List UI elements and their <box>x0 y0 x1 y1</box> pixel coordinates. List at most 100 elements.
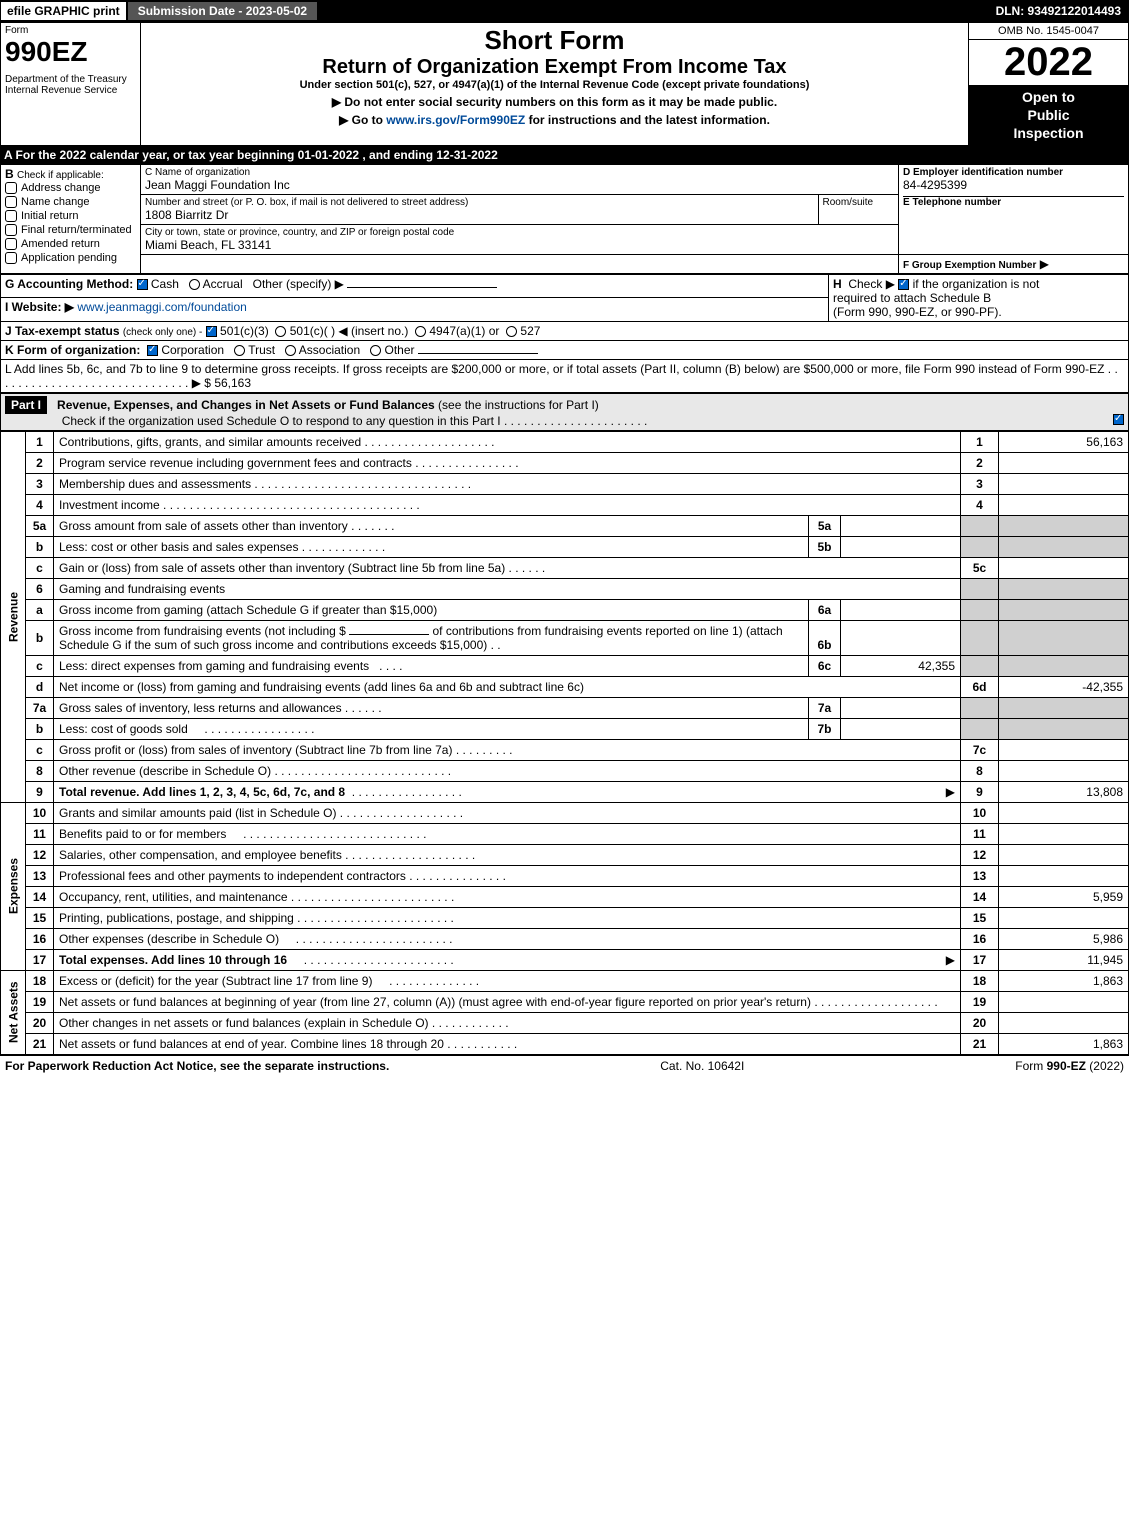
line-9-arrow-icon: ▶ <box>946 785 955 799</box>
line-6d-desc: Net income or (loss) from gaming and fun… <box>59 680 584 694</box>
line-11-desc: Benefits paid to or for members <box>59 827 226 841</box>
checkbox-final-return[interactable]: Final return/terminated <box>5 223 136 237</box>
line-13-desc: Professional fees and other payments to … <box>59 869 406 883</box>
checkbox-527-icon[interactable] <box>506 326 517 337</box>
checkbox-address-change[interactable]: Address change <box>5 181 136 195</box>
line-1-amount: 56,163 <box>999 431 1129 452</box>
opt-501c3: 501(c)(3) <box>220 324 269 338</box>
irs-link[interactable]: www.irs.gov/Form990EZ <box>386 113 525 127</box>
line-9-amount: 13,808 <box>999 781 1129 802</box>
checkbox-501c-icon[interactable] <box>275 326 286 337</box>
paperwork-notice: For Paperwork Reduction Act Notice, see … <box>5 1059 389 1073</box>
efile-print-label[interactable]: efile GRAPHIC print <box>1 2 126 20</box>
street-label: Number and street (or P. O. box, if mail… <box>145 197 814 208</box>
accounting-accrual: Accrual <box>203 277 243 291</box>
section-c-name-label: C Name of organization <box>145 167 894 178</box>
irs-label: Internal Revenue Service <box>5 85 136 96</box>
city-label: City or town, state or province, country… <box>145 227 894 238</box>
open-public-inspection: Open to Public Inspection <box>969 86 1129 146</box>
dept-treasury: Department of the Treasury <box>5 74 136 85</box>
dln-label: DLN: 93492122014493 <box>988 2 1129 20</box>
part1-check-dots: . . . . . . . . . . . . . . . . . . . . … <box>504 414 647 428</box>
check-if-applicable: Check if applicable: <box>17 170 104 181</box>
form-word: Form <box>5 25 136 36</box>
line-19-amount <box>999 991 1129 1012</box>
line-8-ref: 8 <box>961 760 999 781</box>
line-5a-sub: 5a <box>809 515 841 536</box>
line-20-desc: Other changes in net assets or fund bala… <box>59 1016 429 1030</box>
line-16-desc: Other expenses (describe in Schedule O) <box>59 932 279 946</box>
line-1-num: 1 <box>26 431 54 452</box>
section-j-label: J Tax-exempt status <box>5 324 120 338</box>
line-5a-desc: Gross amount from sale of assets other t… <box>59 519 348 533</box>
line-15-ref: 15 <box>961 907 999 928</box>
checkbox-initial-return[interactable]: Initial return <box>5 209 136 223</box>
org-other-input[interactable] <box>418 353 538 354</box>
checkbox-4947-icon[interactable] <box>415 326 426 337</box>
section-j-note: (check only one) - <box>123 327 202 338</box>
omb-number: OMB No. 1545-0047 <box>969 23 1128 40</box>
fundraising-amount-input[interactable] <box>349 634 429 635</box>
line-7a-subval <box>841 697 961 718</box>
line-21-ref: 21 <box>961 1033 999 1054</box>
section-f-label: F Group Exemption Number <box>903 260 1036 271</box>
section-h-required: required to attach Schedule B <box>833 291 991 305</box>
lines-table: Revenue 1 Contributions, gifts, grants, … <box>0 431 1129 1055</box>
line-7a-sub: 7a <box>809 697 841 718</box>
line-6a-subval <box>841 599 961 620</box>
checkbox-schedule-o-icon[interactable] <box>1113 414 1124 425</box>
line-12-desc: Salaries, other compensation, and employ… <box>59 848 342 862</box>
line-2-desc: Program service revenue including govern… <box>59 456 412 470</box>
section-l-arrow: ▶ $ <box>192 376 211 390</box>
line-16-amount: 5,986 <box>999 928 1129 949</box>
checkbox-name-change[interactable]: Name change <box>5 195 136 209</box>
section-k-label: K Form of organization: <box>5 343 140 357</box>
sections-g-to-k: G Accounting Method: Cash Accrual Other … <box>0 274 1129 393</box>
line-21-desc: Net assets or fund balances at end of ye… <box>59 1037 444 1051</box>
section-a-tax-year: A For the 2022 calendar year, or tax yea… <box>0 146 1129 164</box>
section-e-label: E Telephone number <box>903 197 1001 208</box>
checkbox-corporation-icon[interactable] <box>147 345 158 356</box>
checkbox-cash-icon[interactable] <box>137 279 148 290</box>
line-21-amount: 1,863 <box>999 1033 1129 1054</box>
under-section-text: Under section 501(c), 527, or 4947(a)(1)… <box>145 79 964 91</box>
checkbox-schedule-b-icon[interactable] <box>898 279 909 290</box>
line-4-ref: 4 <box>961 494 999 515</box>
line-18-ref: 18 <box>961 970 999 991</box>
section-i-label: I Website: ▶ <box>5 300 74 314</box>
line-15-amount <box>999 907 1129 928</box>
line-11-amount <box>999 823 1129 844</box>
line-10-amount <box>999 802 1129 823</box>
line-18-desc: Excess or (deficit) for the year (Subtra… <box>59 974 372 988</box>
tax-year: 2022 <box>969 40 1128 85</box>
checkbox-other-org-icon[interactable] <box>370 345 381 356</box>
line-17-ref: 17 <box>961 949 999 970</box>
org-trust: Trust <box>248 343 275 357</box>
line-16-ref: 16 <box>961 928 999 949</box>
checkbox-trust-icon[interactable] <box>234 345 245 356</box>
ssn-warning: ▶ Do not enter social security numbers o… <box>145 95 964 109</box>
line-7b-sub: 7b <box>809 718 841 739</box>
checkbox-association-icon[interactable] <box>285 345 296 356</box>
website-link[interactable]: www.jeanmaggi.com/foundation <box>77 300 246 314</box>
checkbox-amended-return[interactable]: Amended return <box>5 237 136 251</box>
section-l-text: L Add lines 5b, 6c, and 7b to line 9 to … <box>5 362 1104 376</box>
line-20-amount <box>999 1012 1129 1033</box>
checkbox-application-pending[interactable]: Application pending <box>5 251 136 265</box>
form-number: 990EZ <box>5 36 136 68</box>
part1-header-table: Part I Revenue, Expenses, and Changes in… <box>0 393 1129 431</box>
line-5b-subval <box>841 536 961 557</box>
ein-value: 84-4295399 <box>903 178 1124 192</box>
line-17-arrow-icon: ▶ <box>946 953 955 967</box>
part1-check-note: Check if the organization used Schedule … <box>62 414 501 428</box>
line-19-desc: Net assets or fund balances at beginning… <box>59 995 811 1009</box>
main-title: Return of Organization Exempt From Incom… <box>145 56 964 79</box>
insert-no: ◀ (insert no.) <box>338 324 408 338</box>
org-name: Jean Maggi Foundation Inc <box>145 178 894 192</box>
checkbox-accrual-icon[interactable] <box>189 279 200 290</box>
section-h-label: H <box>833 277 842 291</box>
checkbox-501c3-icon[interactable] <box>206 326 217 337</box>
other-specify-input[interactable] <box>347 287 497 288</box>
section-h-forms: (Form 990, 990-EZ, or 990-PF). <box>833 305 1002 319</box>
section-b-label: B <box>5 167 14 181</box>
